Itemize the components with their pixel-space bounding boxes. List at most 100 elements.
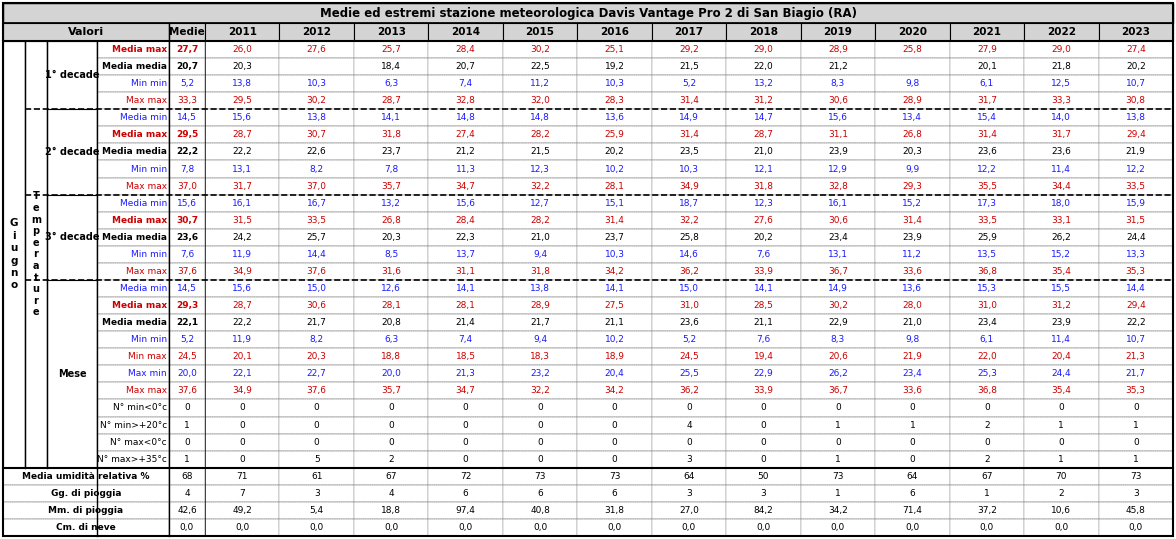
Bar [949,161,1024,177]
Bar [280,417,354,433]
Text: 23,7: 23,7 [604,233,624,242]
Text: 9,9: 9,9 [906,164,920,174]
Bar [949,229,1024,246]
Text: 27,6: 27,6 [754,216,774,225]
Text: 3: 3 [686,489,691,498]
Text: 20,0: 20,0 [178,369,196,378]
Bar [577,433,652,451]
Bar [801,468,875,485]
Text: 7,8: 7,8 [385,164,399,174]
Text: 21,8: 21,8 [1051,62,1071,71]
Text: 40,8: 40,8 [530,506,550,515]
Bar [280,502,354,519]
Text: 35,7: 35,7 [381,386,401,396]
Text: 20,3: 20,3 [902,148,922,156]
Bar [428,263,503,280]
Bar [354,58,428,75]
Bar [169,382,205,399]
Bar [577,331,652,348]
Bar [354,161,428,177]
Text: 0: 0 [185,438,189,447]
Bar [280,109,354,126]
Text: 12,6: 12,6 [381,284,401,293]
Bar [949,519,1024,536]
Text: 0: 0 [686,404,691,412]
Text: 11,4: 11,4 [1051,164,1071,174]
Bar [1024,417,1098,433]
Text: 28,7: 28,7 [381,96,401,105]
Bar [428,468,503,485]
Text: 15,0: 15,0 [307,284,327,293]
Text: 0,0: 0,0 [756,523,770,532]
Bar [354,195,428,212]
Bar [428,126,503,143]
Text: 18,8: 18,8 [381,353,401,361]
Text: 29,5: 29,5 [176,130,198,140]
Bar [47,41,96,109]
Bar [949,212,1024,229]
Text: 14,8: 14,8 [455,113,475,122]
Bar [503,399,577,417]
Text: 29,5: 29,5 [233,96,252,105]
Bar [1098,348,1172,365]
Bar [1024,331,1098,348]
Text: 33,5: 33,5 [307,216,327,225]
Bar [1024,365,1098,382]
Text: 0: 0 [314,404,320,412]
Bar [801,126,875,143]
Bar [1098,451,1172,468]
Bar [875,297,949,314]
Text: N° min<0°c: N° min<0°c [113,404,167,412]
Text: 33,3: 33,3 [178,96,198,105]
Text: 5,2: 5,2 [682,335,696,344]
Text: 7: 7 [240,489,245,498]
Text: 20,2: 20,2 [1125,62,1145,71]
Bar [354,297,428,314]
Bar [1024,433,1098,451]
Text: 31,2: 31,2 [1051,301,1071,310]
Text: 0: 0 [388,420,394,430]
Text: 0,0: 0,0 [682,523,696,532]
Text: 15,5: 15,5 [1051,284,1071,293]
Bar [727,314,801,331]
Text: 11,2: 11,2 [530,79,550,88]
Text: 31,4: 31,4 [679,96,699,105]
Text: 6,1: 6,1 [980,79,994,88]
Bar [875,451,949,468]
Bar [354,382,428,399]
Bar [949,41,1024,58]
Bar [1024,468,1098,485]
Bar [577,399,652,417]
Bar [577,212,652,229]
Text: 22,9: 22,9 [828,318,848,327]
Bar [1024,41,1098,58]
Text: 8,3: 8,3 [830,79,846,88]
Bar [280,314,354,331]
Bar [96,41,169,58]
Bar [354,246,428,263]
Bar [727,92,801,109]
Bar [727,433,801,451]
Text: 22,5: 22,5 [530,62,550,71]
Bar [949,331,1024,348]
Text: 11,9: 11,9 [232,335,252,344]
Bar [801,502,875,519]
Bar [577,502,652,519]
Bar [47,280,96,468]
Text: 31,1: 31,1 [828,130,848,140]
Text: 7,6: 7,6 [756,250,770,259]
Bar [503,109,577,126]
Text: 34,2: 34,2 [828,506,848,515]
Bar [503,297,577,314]
Text: 35,3: 35,3 [1125,386,1145,396]
Text: 22,1: 22,1 [176,318,198,327]
Text: 17,3: 17,3 [977,199,997,208]
Text: 7,6: 7,6 [180,250,194,259]
Bar [949,314,1024,331]
Bar [1098,382,1172,399]
Text: 37,0: 37,0 [178,182,198,191]
Bar [652,485,727,502]
Text: 13,8: 13,8 [307,113,327,122]
Bar [4,519,169,536]
Bar [801,314,875,331]
